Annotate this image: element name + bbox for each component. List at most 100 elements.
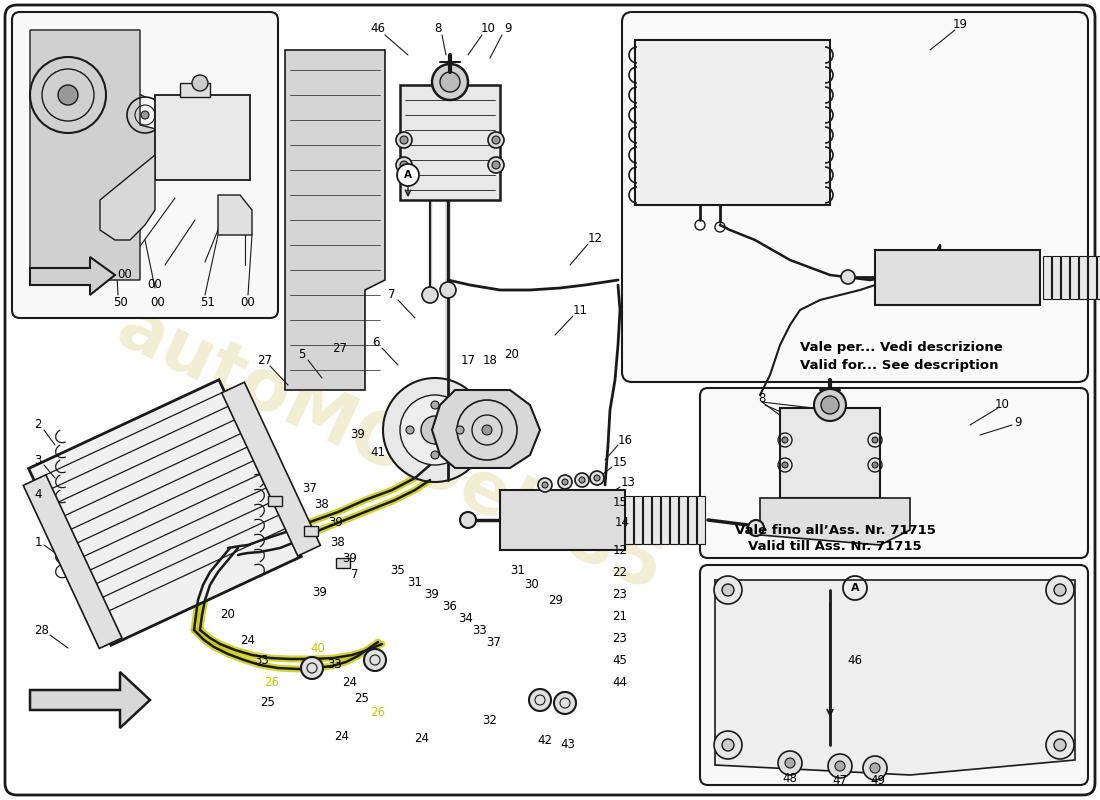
Circle shape [400, 136, 408, 144]
Text: 24: 24 [415, 731, 429, 745]
Text: 20: 20 [221, 609, 235, 622]
Text: Valid till Ass. Nr. 71715: Valid till Ass. Nr. 71715 [748, 541, 922, 554]
Text: 21: 21 [613, 610, 627, 622]
Text: 24: 24 [241, 634, 255, 646]
Text: 28: 28 [34, 623, 50, 637]
Circle shape [558, 475, 572, 489]
Bar [688, 496, 696, 544]
Bar [644, 496, 651, 544]
Text: A: A [404, 170, 412, 180]
Text: 40: 40 [310, 642, 326, 654]
Text: 34: 34 [459, 611, 473, 625]
Text: A: A [850, 583, 859, 593]
Text: 26: 26 [264, 675, 279, 689]
Text: 39: 39 [312, 586, 328, 598]
Circle shape [397, 164, 419, 186]
Bar [1088, 256, 1096, 299]
Bar [155, 95, 250, 180]
Circle shape [431, 451, 439, 459]
Circle shape [778, 751, 802, 775]
Text: 23: 23 [613, 587, 627, 601]
Text: 43: 43 [561, 738, 575, 750]
Bar [670, 496, 678, 544]
Text: 10: 10 [994, 398, 1010, 411]
Bar [500, 490, 625, 550]
Bar [1062, 256, 1069, 299]
Text: 25: 25 [261, 695, 275, 709]
Text: autoMODels85: autoMODels85 [106, 293, 674, 607]
Circle shape [864, 756, 887, 780]
Circle shape [1046, 576, 1074, 604]
Text: 39: 39 [425, 589, 439, 602]
Circle shape [406, 426, 414, 434]
Text: 24: 24 [342, 675, 358, 689]
Text: 12: 12 [587, 231, 603, 245]
Text: 33: 33 [473, 623, 487, 637]
Circle shape [722, 739, 734, 751]
Polygon shape [715, 580, 1075, 775]
Text: 4: 4 [34, 489, 42, 502]
Circle shape [396, 132, 412, 148]
Text: 22: 22 [613, 566, 627, 578]
Circle shape [141, 111, 149, 119]
Text: 7: 7 [351, 569, 359, 582]
Text: 2: 2 [34, 418, 42, 431]
Circle shape [400, 395, 470, 465]
Text: 7: 7 [388, 289, 396, 302]
Text: 39: 39 [342, 551, 358, 565]
Text: 14: 14 [615, 515, 629, 529]
Circle shape [421, 416, 449, 444]
Circle shape [714, 731, 742, 759]
Text: 48: 48 [782, 771, 797, 785]
Circle shape [492, 161, 500, 169]
Circle shape [1054, 739, 1066, 751]
Circle shape [432, 64, 468, 100]
Polygon shape [30, 257, 116, 295]
Circle shape [422, 287, 438, 303]
Bar [400, 85, 500, 200]
Text: 8: 8 [434, 22, 442, 34]
Polygon shape [30, 30, 159, 280]
Circle shape [590, 471, 604, 485]
Circle shape [488, 157, 504, 173]
Bar [1097, 256, 1100, 299]
FancyBboxPatch shape [12, 12, 278, 318]
Circle shape [872, 437, 878, 443]
Text: 3: 3 [34, 454, 42, 466]
Circle shape [440, 282, 456, 298]
Circle shape [782, 462, 788, 468]
Circle shape [821, 396, 839, 414]
Circle shape [814, 389, 846, 421]
Polygon shape [285, 50, 385, 390]
Text: 12: 12 [613, 543, 627, 557]
Circle shape [364, 649, 386, 671]
Text: 18: 18 [483, 354, 497, 366]
Text: 38: 38 [315, 498, 329, 511]
Text: 47: 47 [833, 774, 847, 786]
Bar [304, 526, 318, 536]
Circle shape [554, 692, 576, 714]
Text: 49: 49 [870, 774, 886, 787]
Text: 50: 50 [112, 295, 128, 309]
Polygon shape [100, 155, 155, 240]
Text: 6: 6 [372, 335, 379, 349]
Circle shape [842, 270, 855, 284]
Text: 13: 13 [620, 475, 636, 489]
Bar [1079, 256, 1087, 299]
Text: 41: 41 [371, 446, 385, 458]
FancyBboxPatch shape [621, 12, 1088, 382]
Text: 32: 32 [483, 714, 497, 726]
Bar [652, 496, 660, 544]
Text: 26: 26 [371, 706, 385, 718]
Polygon shape [30, 672, 150, 728]
Text: 35: 35 [390, 563, 406, 577]
Text: 24: 24 [334, 730, 350, 742]
Text: 16: 16 [617, 434, 632, 446]
Polygon shape [432, 390, 540, 468]
Text: 15: 15 [613, 495, 627, 509]
Text: 17: 17 [461, 354, 475, 366]
Bar [874, 250, 1040, 305]
Text: 00: 00 [118, 269, 132, 282]
Text: Vale fino all’Ass. Nr. 71715: Vale fino all’Ass. Nr. 71715 [735, 523, 935, 537]
Text: 9: 9 [504, 22, 512, 34]
